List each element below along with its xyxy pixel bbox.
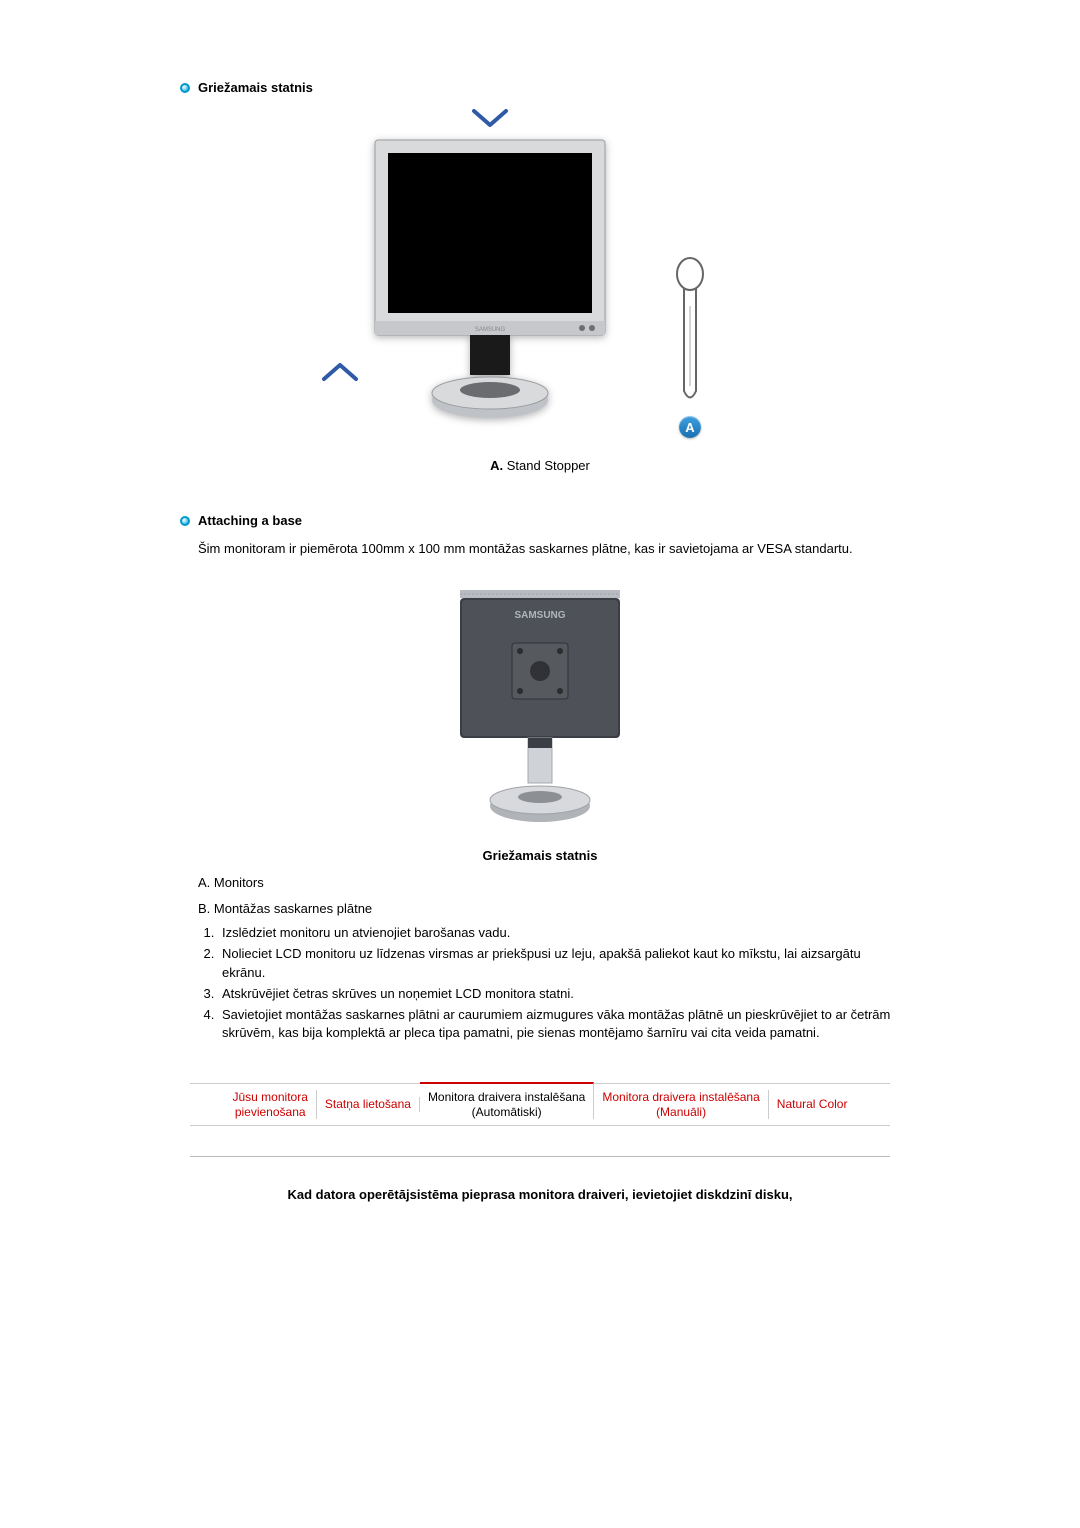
ab-list: A. Monitors B. Montāžas saskarnes plātne bbox=[198, 873, 900, 918]
monitor-front-image: SAMSUNG bbox=[370, 135, 610, 435]
bullet-icon bbox=[180, 83, 190, 93]
monitor-front-figure: SAMSUNG bbox=[370, 135, 610, 438]
list-item: B. Montāžas saskarnes plātne bbox=[198, 899, 900, 919]
svg-text:SAMSUNG: SAMSUNG bbox=[514, 610, 565, 621]
footer-note: Kad datora operētājsistēma pieprasa moni… bbox=[180, 1187, 900, 1202]
caption-text: Stand Stopper bbox=[503, 458, 590, 473]
caption-stand-stopper: A. Stand Stopper bbox=[180, 458, 900, 473]
monitor-back-image: SAMSUNG bbox=[450, 588, 630, 838]
list-item: A. Monitors bbox=[198, 873, 900, 893]
bullet-icon bbox=[180, 516, 190, 526]
list-item: Nolieciet LCD monitoru uz līdzenas virsm… bbox=[218, 945, 900, 983]
nav-item-driver-auto[interactable]: Monitora draivera instalēšana (Automātis… bbox=[420, 1082, 594, 1119]
list-item: Izslēdziet monitoru un atvienojiet baroš… bbox=[218, 924, 900, 943]
nav-item-connecting[interactable]: Jūsu monitora pievienošana bbox=[225, 1090, 317, 1119]
list-item: Savietojiet montāžas saskarnes plātni ar… bbox=[218, 1006, 900, 1044]
caption-center: Griežamais statnis bbox=[180, 848, 900, 863]
caption-prefix: A. bbox=[490, 458, 503, 473]
nav-item-natural-color[interactable]: Natural Color bbox=[769, 1097, 856, 1111]
section-title-2: Attaching a base bbox=[198, 513, 302, 528]
nav-label: Statņa lietošana bbox=[325, 1097, 411, 1111]
nav-item-driver-manual[interactable]: Monitora draivera instalēšana (Manuāli) bbox=[594, 1090, 768, 1119]
nav-item-stand[interactable]: Statņa lietošana bbox=[317, 1097, 420, 1111]
divider bbox=[190, 1156, 890, 1157]
nav-tabs: Jūsu monitora pievienošana Statņa lietoš… bbox=[190, 1083, 890, 1126]
badge-a: A bbox=[679, 416, 701, 438]
nav-label: Natural Color bbox=[777, 1097, 848, 1111]
list-item: Atskrūvējiet četras skrūves un noņemiet … bbox=[218, 985, 900, 1004]
nav-label: Monitora draivera instalēšana bbox=[602, 1090, 759, 1104]
section-header-2: Attaching a base bbox=[180, 513, 900, 528]
section2-paragraph: Šim monitoram ir piemērota 100mm x 100 m… bbox=[198, 540, 900, 558]
nav-label: (Manuāli) bbox=[656, 1105, 706, 1119]
nav-label: (Automātiski) bbox=[472, 1105, 542, 1119]
nav-label: pievienošana bbox=[235, 1105, 306, 1119]
steps-list: Izslēdziet monitoru un atvienojiet baroš… bbox=[218, 924, 900, 1043]
arrow-down-icon bbox=[470, 107, 510, 131]
nav-label: Jūsu monitora bbox=[233, 1090, 308, 1104]
figure-row-1: SAMSUNG A bbox=[180, 135, 900, 438]
nav-label: Monitora draivera instalēšana bbox=[428, 1090, 585, 1104]
stopper-pin-image bbox=[670, 256, 710, 406]
figure-row-2: SAMSUNG bbox=[180, 588, 900, 838]
stopper-figure: A bbox=[670, 256, 710, 438]
svg-text:SAMSUNG: SAMSUNG bbox=[475, 327, 506, 333]
section-title-1: Griežamais statnis bbox=[198, 80, 313, 95]
arrow-up-icon bbox=[320, 359, 360, 383]
section-header-1: Griežamais statnis bbox=[180, 80, 900, 95]
